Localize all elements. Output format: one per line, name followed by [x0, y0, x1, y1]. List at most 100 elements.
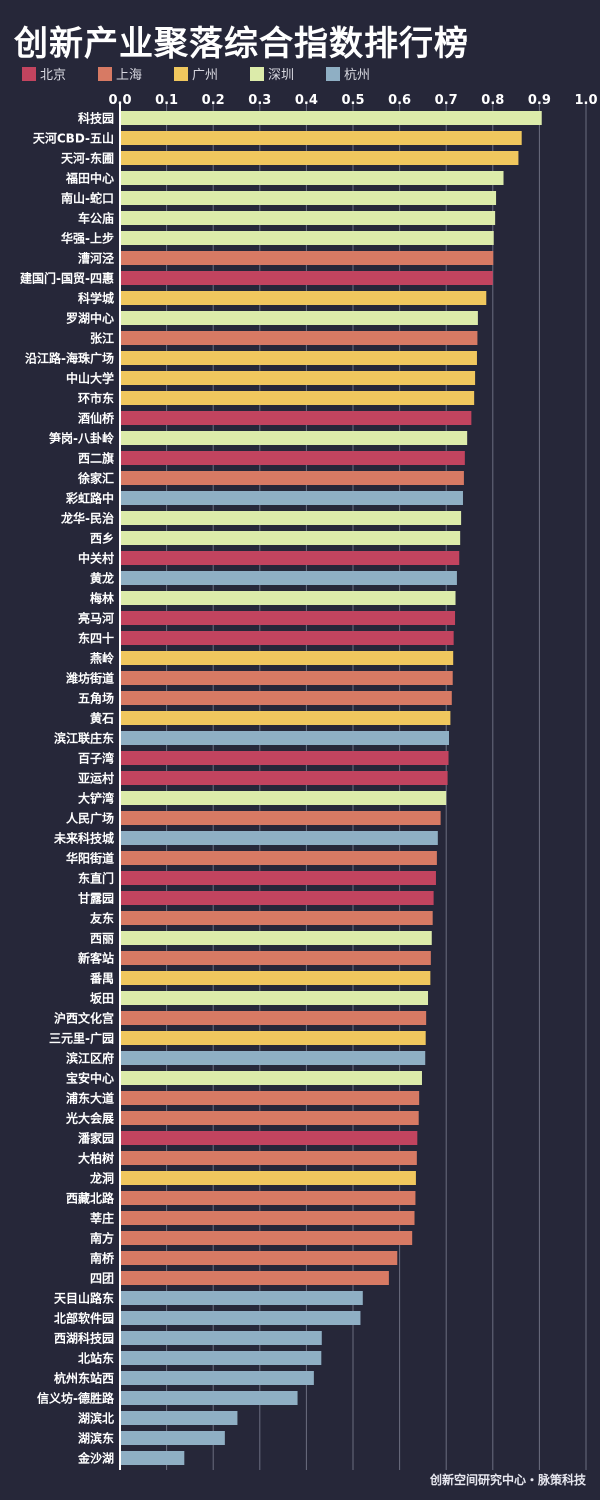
y-category-label: 信义坊-德胜路 [37, 1391, 115, 1406]
bar [120, 851, 437, 865]
bar [120, 1111, 419, 1125]
y-category-label: 光大会展 [65, 1111, 114, 1126]
y-category-label: 科技园 [78, 111, 114, 126]
legend-label: 北京 [40, 68, 67, 83]
legend: 北京 上海 广州 深圳 杭州 [22, 64, 402, 83]
y-category-label: 滨江联庄东 [54, 731, 114, 746]
y-category-label: 华强-上步 [61, 231, 114, 246]
legend-swatch [22, 66, 36, 81]
bar [120, 1051, 426, 1065]
bar [120, 611, 456, 625]
bar [120, 491, 463, 505]
y-category-label: 东直门 [78, 871, 114, 886]
bar [120, 471, 464, 485]
y-category-label: 西藏北路 [66, 1191, 115, 1206]
y-category-label: 友东 [89, 911, 114, 926]
y-category-label: 五角场 [78, 691, 114, 706]
y-category-label: 龙洞 [90, 1171, 114, 1186]
bar [120, 131, 522, 145]
legend-item: 深圳 [250, 64, 326, 83]
y-category-label: 天河-东圃 [61, 151, 114, 166]
bar [120, 351, 477, 365]
x-tick-label: 0.6 [388, 93, 411, 108]
y-category-label: 北站东 [78, 1351, 114, 1366]
y-category-label: 西丽 [90, 932, 114, 946]
y-category-label: 环市东 [78, 391, 114, 406]
bar [120, 451, 465, 465]
x-tick-label: 0.8 [481, 93, 504, 108]
y-category-label: 亚运村 [78, 771, 114, 786]
legend-swatch [250, 66, 264, 81]
bar [120, 1371, 314, 1385]
bar [120, 791, 447, 805]
x-tick-label: 0.4 [295, 93, 318, 108]
bar [120, 1271, 389, 1285]
bar [120, 891, 434, 905]
y-category-label: 黄龙 [90, 571, 114, 586]
bar [120, 811, 441, 825]
bar [120, 311, 478, 325]
y-category-label: 甘露园 [78, 891, 114, 906]
bar [120, 1291, 363, 1305]
y-category-label: 黄石 [90, 711, 114, 726]
y-category-label: 华阳街道 [66, 851, 114, 866]
y-category-label: 西二旗 [78, 451, 114, 466]
y-category-label: 车公庙 [78, 211, 114, 226]
x-tick-label: 0.2 [202, 93, 225, 108]
y-category-label: 沪西文化宫 [54, 1011, 114, 1026]
y-category-label: 科学城 [78, 291, 114, 306]
y-category-label: 大铲湾 [78, 791, 114, 806]
bar [120, 1131, 418, 1145]
y-category-label: 新客站 [78, 951, 114, 966]
bar [120, 1451, 185, 1465]
y-category-label: 三元里-广园 [49, 1031, 114, 1046]
legend-item: 广州 [174, 64, 250, 83]
y-category-label: 湖滨北 [78, 1411, 114, 1426]
y-category-label: 东四十 [78, 631, 114, 646]
bar [120, 591, 456, 605]
y-category-label: 未来科技城 [53, 831, 114, 846]
y-category-label: 坂田 [90, 991, 114, 1006]
y-category-label: 彩虹路中 [65, 491, 114, 506]
y-category-label: 大柏树 [78, 1151, 114, 1166]
bar [120, 1171, 416, 1185]
y-category-label: 西乡 [90, 531, 114, 546]
x-tick-label: 0.3 [248, 93, 271, 108]
bar [120, 111, 542, 125]
bar [120, 691, 452, 705]
bar [120, 711, 451, 725]
chart-title: 创新产业聚落综合指数排行榜 [14, 24, 469, 64]
y-category-label: 梅林 [90, 591, 114, 606]
x-tick-label: 0.9 [528, 93, 551, 108]
y-category-label: 宝安中心 [66, 1071, 114, 1086]
bar [120, 871, 436, 885]
y-category-label: 滨江区府 [66, 1051, 114, 1066]
bar [120, 971, 431, 985]
y-category-label: 潍坊街道 [65, 671, 114, 686]
bar [120, 1211, 415, 1225]
legend-swatch [98, 66, 112, 81]
bar [120, 251, 494, 265]
bar [120, 531, 461, 545]
y-category-label: 莘庄 [90, 1211, 114, 1226]
bar [120, 751, 449, 765]
bar [120, 1391, 298, 1405]
y-category-label: 亮马河 [78, 611, 114, 626]
bar [120, 431, 468, 445]
footer-credit: 创新空间研究中心・脉策科技 [429, 1473, 586, 1487]
bar [120, 1251, 398, 1265]
legend-label: 深圳 [268, 68, 295, 83]
legend-label: 上海 [116, 68, 143, 83]
bar [120, 271, 493, 285]
bar [120, 151, 519, 165]
y-category-label: 杭州东站西 [54, 1371, 114, 1386]
y-category-label: 金沙湖 [77, 1451, 114, 1466]
bar [120, 331, 478, 345]
bar [120, 411, 472, 425]
bar [120, 1411, 238, 1425]
bar [120, 991, 429, 1005]
bar [120, 1351, 322, 1365]
x-tick-label: 0.0 [108, 93, 131, 108]
y-category-label: 北部软件园 [54, 1311, 114, 1326]
